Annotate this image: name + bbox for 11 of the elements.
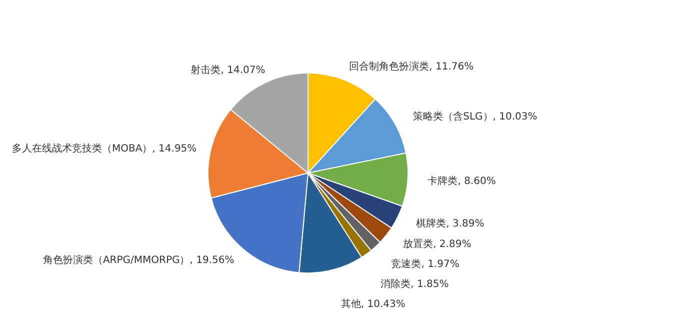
slice-label: 消除类, 1.85% (380, 278, 449, 290)
slice-label: 其他, 10.43% (340, 298, 406, 310)
slice-label: 射击类, 14.07% (190, 63, 266, 76)
slice-label: 多人在线战术竞技类（MOBA）, 14.95% (12, 142, 197, 154)
slice-label: 卡牌类, 8.60% (428, 174, 496, 186)
slice-label: 策略类（含SLG）, 10.03% (413, 110, 538, 122)
slice-label: 棋牌类, 3.89% (416, 217, 484, 230)
slice-label: 回合制角色扮演类, 11.76% (349, 60, 474, 72)
slice-label: 放置类, 2.89% (403, 238, 472, 250)
slice-label: 竞速类, 1.97% (391, 258, 460, 270)
slice-label: 角色扮演类（ARPG/MMORPG）, 19.56% (42, 253, 234, 266)
